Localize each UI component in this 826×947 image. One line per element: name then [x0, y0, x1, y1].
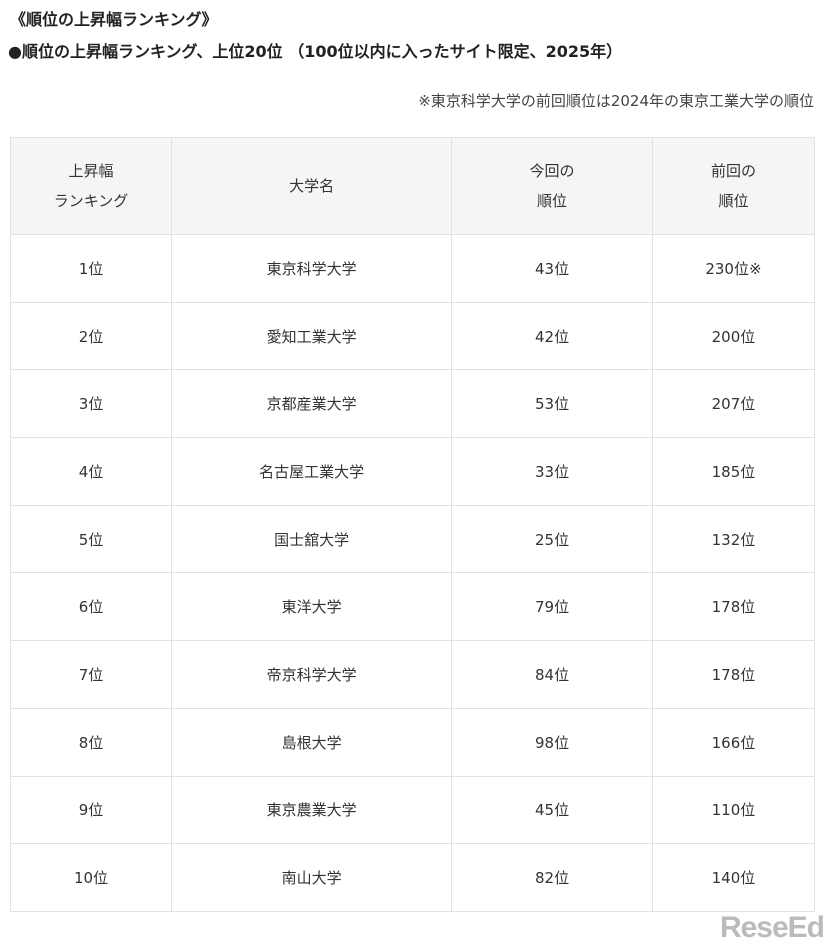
cell-current-rank: 25位: [451, 504, 653, 574]
cell-previous-rank: 166位: [651, 707, 816, 777]
cell-current-rank: 42位: [451, 301, 653, 371]
header-text: ランキング: [53, 192, 129, 210]
resed-logo: ReseEd: [719, 911, 825, 944]
cell-university-name: 名古屋工業大学: [171, 437, 453, 506]
cell-university-name: 東京農業大学: [171, 775, 453, 845]
cell-rank-change: 7位: [9, 640, 173, 709]
cell-previous-rank: 230位※: [651, 234, 816, 303]
cell-rank-change: 6位: [9, 572, 173, 642]
cell-rank-change: 10位: [9, 843, 173, 912]
cell-previous-rank: 207位: [651, 369, 816, 439]
table-row: 7位 帝京科学大学 84位 178位: [9, 640, 816, 709]
header-text: 順位: [718, 192, 749, 210]
table-row: 6位 東洋大学 79位 178位: [9, 572, 816, 642]
cell-previous-rank: 185位: [651, 437, 816, 506]
cell-university-name: 島根大学: [171, 707, 453, 777]
header-text: 上昇幅: [68, 162, 114, 180]
cell-current-rank: 45位: [451, 775, 653, 845]
cell-current-rank: 43位: [451, 234, 653, 303]
cell-rank-change: 2位: [9, 301, 173, 371]
cell-university-name: 東京科学大学: [171, 234, 453, 303]
table-row: 5位 国士舘大学 25位 132位: [9, 504, 816, 574]
table-row: 1位 東京科学大学 43位 230位※: [9, 234, 816, 303]
table-row: 2位 愛知工業大学 42位 200位: [9, 301, 816, 371]
cell-rank-change: 9位: [9, 775, 173, 845]
cell-current-rank: 53位: [451, 369, 653, 439]
cell-previous-rank: 178位: [651, 572, 816, 642]
cell-previous-rank: 140位: [651, 843, 816, 912]
header-text: 今回の: [529, 162, 575, 180]
cell-rank-change: 3位: [9, 369, 173, 439]
header-university-name: 大学名: [171, 137, 453, 235]
footnote: ※東京科学大学の前回順位は2024年の東京工業大学の順位: [418, 92, 814, 110]
header-row: 上昇幅 ランキング 大学名 今回の 順位 前回の 順位: [9, 137, 816, 235]
cell-current-rank: 98位: [451, 707, 653, 777]
cell-previous-rank: 178位: [651, 640, 816, 709]
table-row: 9位 東京農業大学 45位 110位: [9, 775, 816, 845]
cell-university-name: 東洋大学: [171, 572, 453, 642]
ranking-table: 上昇幅 ランキング 大学名 今回の 順位 前回の 順位 1位 東京科学大学 43位 230位※ 2位…: [9, 137, 816, 912]
header-current-rank: 今回の 順位: [451, 137, 653, 235]
table-caption: ●順位の上昇幅ランキング、上位20位 （100位以内に入ったサイト限定、2025…: [8, 42, 623, 61]
cell-current-rank: 33位: [451, 437, 653, 506]
cell-previous-rank: 200位: [651, 301, 816, 371]
header-text: 大学名: [289, 177, 335, 195]
cell-university-name: 南山大学: [171, 843, 453, 912]
cell-university-name: 京都産業大学: [171, 369, 453, 439]
header-text: 順位: [537, 192, 568, 210]
cell-current-rank: 82位: [451, 843, 653, 912]
cell-rank-change: 5位: [9, 504, 173, 574]
cell-university-name: 愛知工業大学: [171, 301, 453, 371]
cell-university-name: 国士舘大学: [171, 504, 453, 574]
table-row: 10位 南山大学 82位 140位: [9, 843, 816, 912]
cell-current-rank: 84位: [451, 640, 653, 709]
cell-previous-rank: 132位: [651, 504, 816, 574]
cell-current-rank: 79位: [451, 572, 653, 642]
cell-previous-rank: 110位: [651, 775, 816, 845]
table-row: 4位 名古屋工業大学 33位 185位: [9, 437, 816, 506]
table-row: 3位 京都産業大学 53位 207位: [9, 369, 816, 439]
cell-rank-change: 1位: [9, 234, 173, 303]
cell-university-name: 帝京科学大学: [171, 640, 453, 709]
header-previous-rank: 前回の 順位: [651, 137, 816, 235]
table-row: 8位 島根大学 98位 166位: [9, 707, 816, 777]
header-rank-change: 上昇幅 ランキング: [9, 137, 173, 235]
header-text: 前回の: [710, 162, 756, 180]
cell-rank-change: 8位: [9, 707, 173, 777]
cell-rank-change: 4位: [9, 437, 173, 506]
section-title: 《順位の上昇幅ランキング》: [10, 10, 218, 29]
